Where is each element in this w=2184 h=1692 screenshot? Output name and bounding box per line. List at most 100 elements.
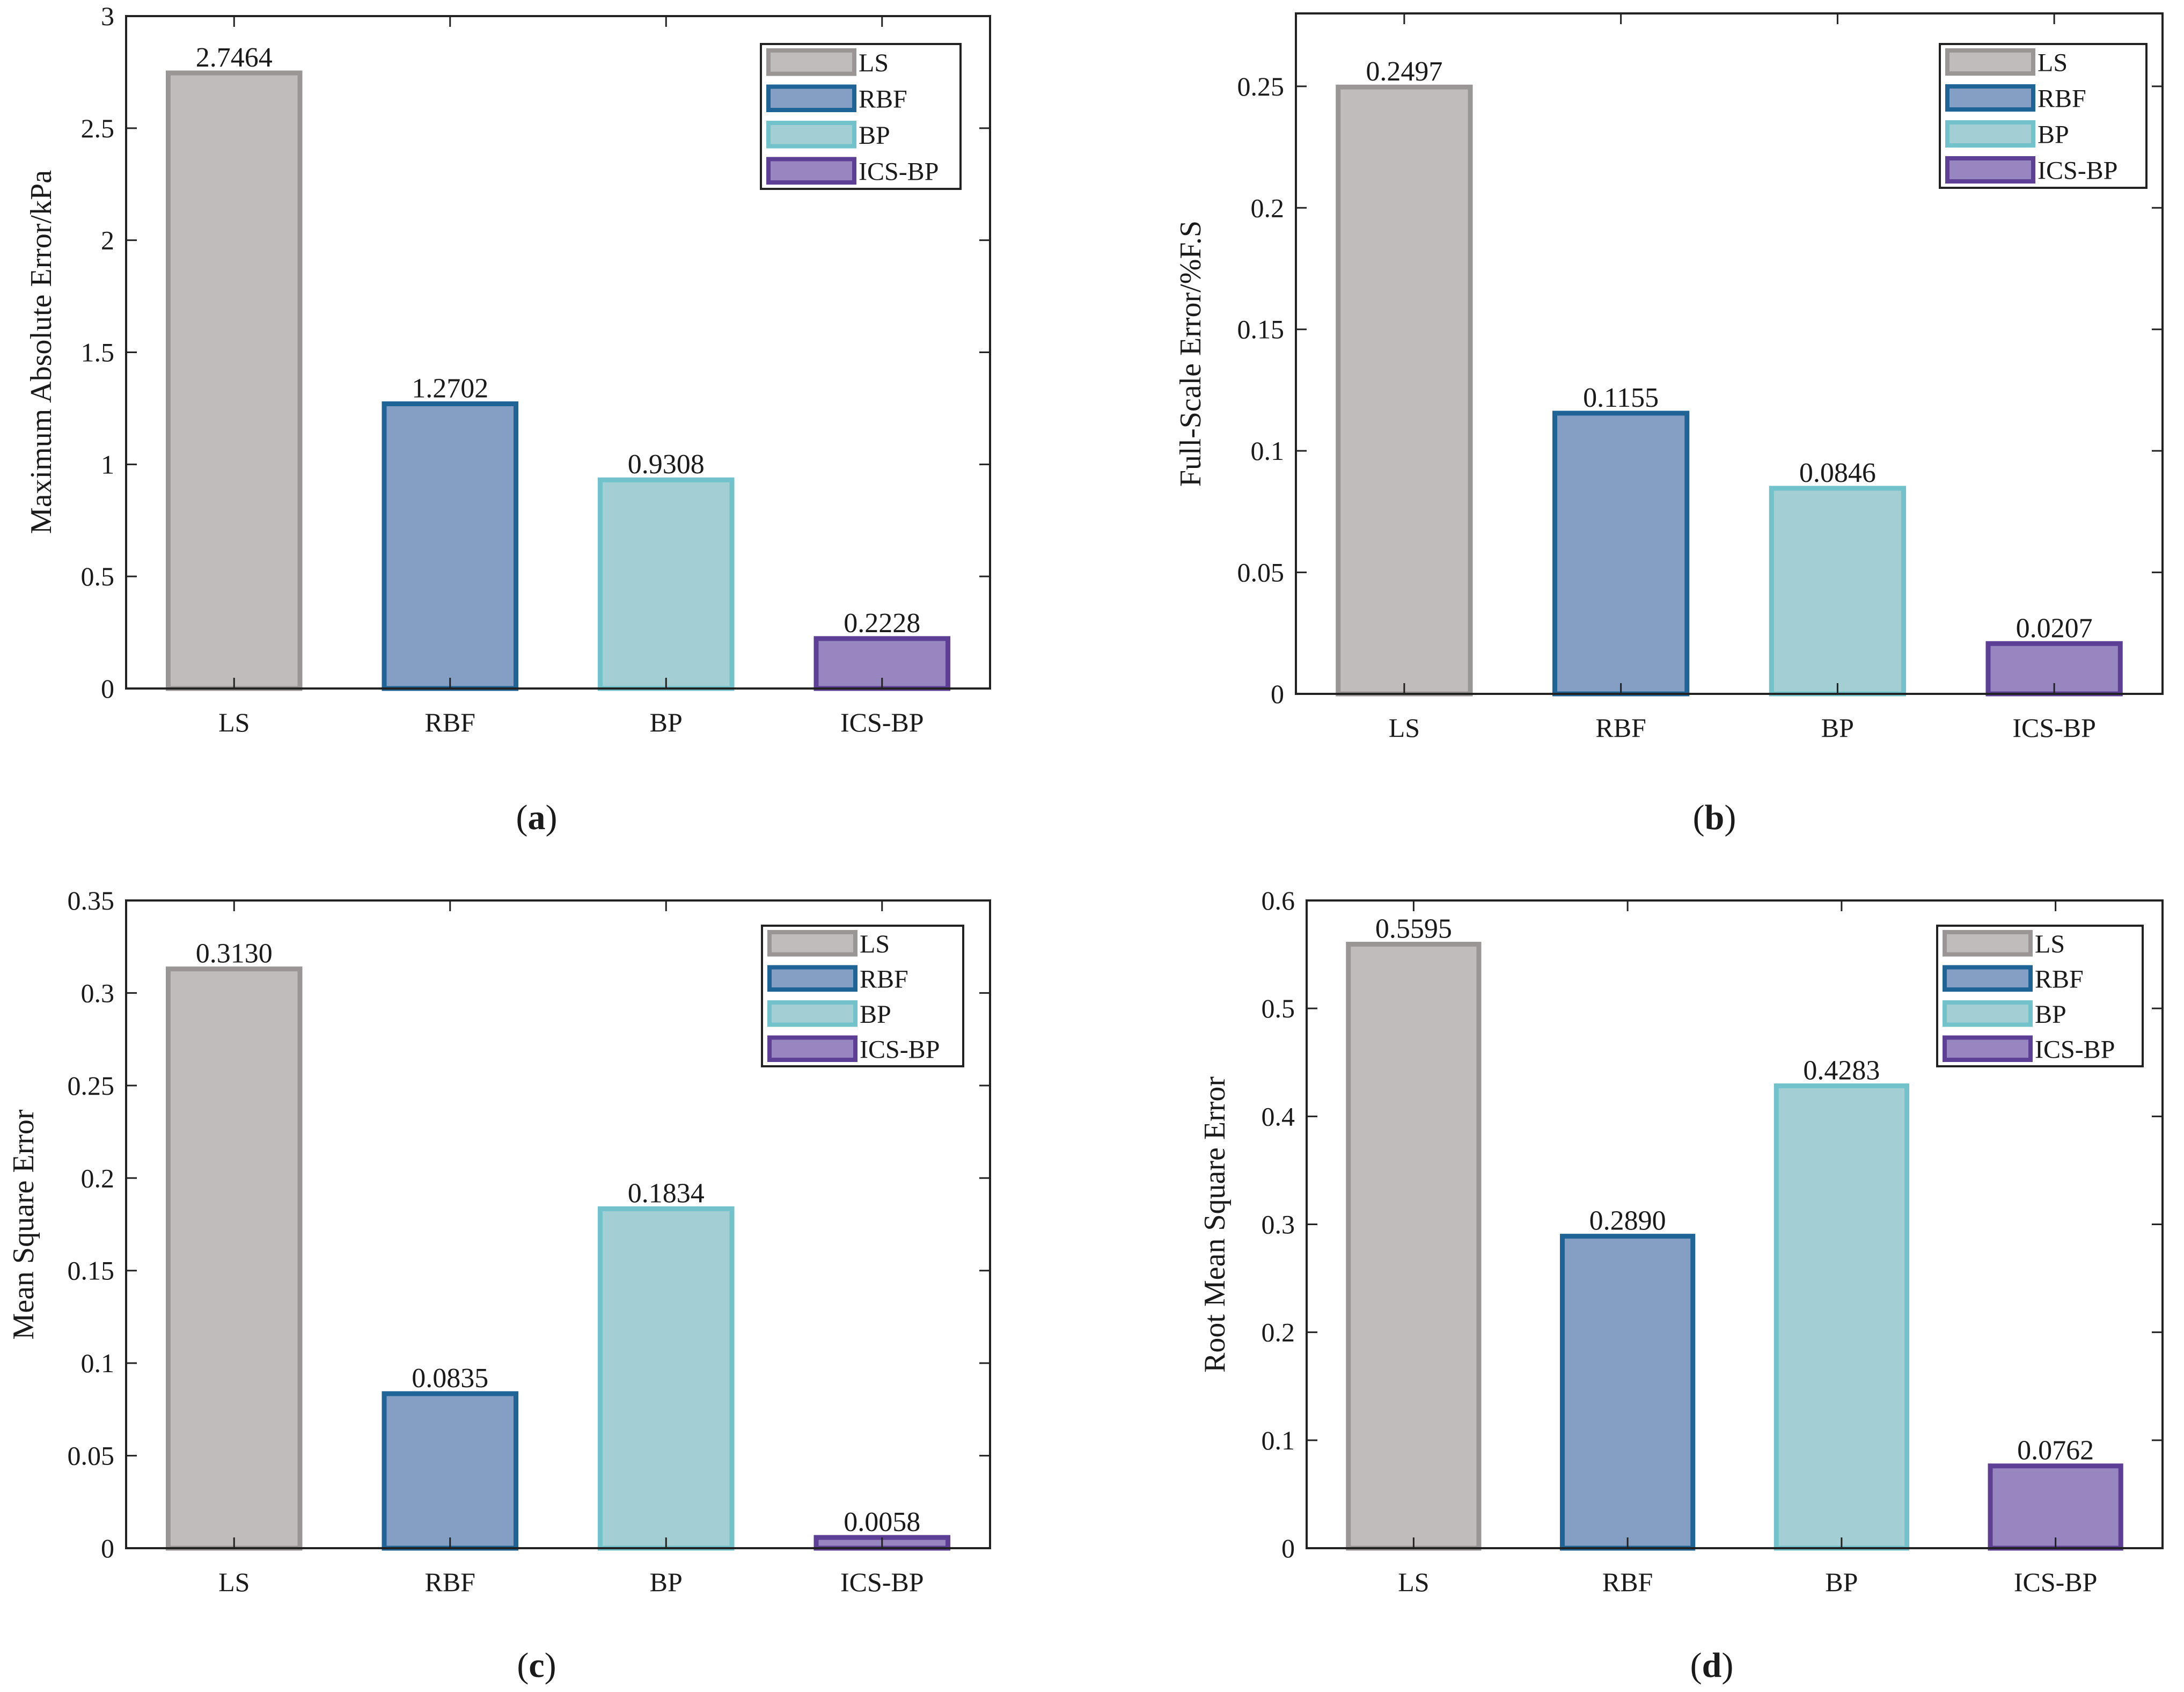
value-label-bp: 0.1834	[628, 1178, 705, 1209]
bar-bp	[1769, 486, 1907, 697]
legend-label-rbf: RBF	[859, 85, 907, 113]
y-tick-label: 0	[1281, 1533, 1295, 1563]
y-tick-label: 0.5	[81, 561, 115, 591]
y-tick-label: 3	[101, 1, 114, 31]
y-tick-label: 0.25	[1237, 71, 1285, 101]
value-label-ls: 0.2497	[1366, 56, 1442, 87]
x-tick-label-ls: LS	[1398, 1567, 1429, 1597]
value-label-rbf: 0.1155	[1583, 383, 1659, 413]
panel-caption: (b)	[1693, 798, 1736, 837]
bar-ls	[1346, 941, 1482, 1551]
legend-swatch-rbf	[766, 84, 856, 112]
caption-close: )	[1721, 1646, 1733, 1685]
y-tick-label: 0.3	[81, 978, 115, 1008]
legend: LS RBF BP ICS-BP	[1936, 925, 2144, 1067]
y-tick-label: 2	[101, 225, 114, 255]
value-label-rbf: 0.2890	[1589, 1206, 1666, 1236]
bar-rbf	[382, 401, 519, 691]
y-tick-label: 0.2	[1251, 193, 1285, 223]
legend-label-ls: LS	[2035, 930, 2065, 958]
y-tick-label: 1	[101, 449, 114, 479]
bar-bp	[597, 477, 735, 691]
legend-label-rbf: RBF	[860, 965, 908, 993]
y-tick-label: 0	[101, 1533, 114, 1563]
x-tick-label-bp: BP	[650, 1567, 683, 1597]
y-tick-label: 0.2	[81, 1163, 115, 1193]
bar-ics-bp	[1988, 1463, 2123, 1551]
bar-ls	[1336, 84, 1473, 697]
caption-open: (	[517, 1646, 529, 1685]
caption-close: )	[545, 1646, 556, 1685]
y-tick-label: 0.25	[68, 1071, 115, 1101]
y-tick-label: 0.1	[1262, 1425, 1295, 1455]
legend-swatch-bp	[1943, 1000, 2033, 1027]
legend-swatch-ics-bp	[767, 1035, 858, 1062]
caption-close: )	[1724, 798, 1736, 837]
legend-label-ics-bp: ICS-BP	[859, 157, 939, 186]
y-tick-label: 0.5	[1262, 993, 1295, 1023]
plot-area-frame	[1295, 12, 2164, 695]
y-tick-label: 0.15	[68, 1256, 115, 1286]
x-tick-label-bp: BP	[650, 707, 683, 737]
value-label-ls: 2.7464	[196, 42, 273, 73]
caption-close: )	[546, 798, 558, 837]
caption-open: (	[1690, 1646, 1702, 1685]
y-tick-label: 0.6	[1262, 885, 1295, 915]
legend-swatch-rbf	[767, 965, 858, 992]
x-tick-label-ls: LS	[1389, 713, 1420, 743]
legend-label-bp: BP	[2035, 1000, 2066, 1029]
value-label-bp: 0.4283	[1803, 1055, 1880, 1086]
legend-swatch-rbf	[1945, 84, 2035, 112]
y-tick-label: 0.05	[68, 1441, 115, 1471]
y-tick-label: 0.2	[1262, 1317, 1295, 1347]
value-label-ics-bp: 0.0207	[2016, 613, 2093, 643]
y-tick-label: 0.15	[1237, 314, 1285, 345]
x-tick-label-bp: BP	[1825, 1567, 1858, 1597]
legend-swatch-ls	[766, 48, 856, 76]
panel-caption: (a)	[516, 798, 558, 837]
x-tick-label-rbf: RBF	[424, 1567, 475, 1597]
legend-swatch-ls	[767, 930, 858, 957]
panel-caption: (c)	[517, 1646, 556, 1685]
bar-bp	[1773, 1083, 1909, 1551]
y-axis-title: Maximum Absolute Error/kPa	[25, 170, 58, 534]
chart-panel-b: 0.2497 LS 0.1155 RBF 0.0846 BP 0.0207 ICS-BP 0 0.…	[1174, 12, 2164, 837]
caption-letter: b	[1705, 798, 1725, 837]
value-label-ics-bp: 0.2228	[844, 608, 920, 639]
value-label-ls: 0.5595	[1375, 913, 1452, 944]
bar-rbf	[1560, 1234, 1696, 1551]
x-tick-label-rbf: RBF	[1602, 1567, 1653, 1597]
x-tick-label-ics-bp: ICS-BP	[2012, 713, 2096, 743]
y-tick-label: 0.05	[1237, 558, 1285, 588]
chart-panel-c: 0.3130 LS 0.0835 RBF 0.1834 BP 0.0058 ICS-BP 0 0.…	[7, 885, 991, 1685]
x-tick-label-rbf: RBF	[1595, 713, 1646, 743]
y-tick-label: 0.35	[68, 885, 115, 915]
legend-swatch-ics-bp	[1943, 1035, 2033, 1062]
x-tick-label-ics-bp: ICS-BP	[840, 1567, 924, 1597]
legend-swatch-rbf	[1943, 965, 2033, 992]
caption-letter: a	[528, 798, 546, 837]
caption-letter: c	[529, 1646, 544, 1685]
x-tick-label-ls: LS	[218, 1567, 250, 1597]
y-tick-label: 0.3	[1262, 1210, 1295, 1240]
value-label-ics-bp: 0.0762	[2017, 1435, 2094, 1466]
x-tick-label-bp: BP	[1821, 713, 1854, 743]
legend: LS RBF BP ICS-BP	[761, 925, 964, 1067]
legend-swatch-ls	[1945, 48, 2035, 76]
y-tick-label: 0.4	[1262, 1101, 1295, 1131]
value-label-rbf: 0.0835	[412, 1363, 488, 1394]
legend-label-ls: LS	[859, 49, 889, 77]
bar-ls	[165, 966, 303, 1551]
plot-area-frame	[1306, 899, 2164, 1549]
plot-area-frame	[125, 899, 991, 1549]
legend-label-ls: LS	[860, 930, 890, 958]
x-tick-label-rbf: RBF	[424, 707, 475, 737]
legend-swatch-ics-bp	[766, 157, 856, 185]
legend-label-bp: BP	[860, 1000, 891, 1029]
legend-label-rbf: RBF	[2035, 965, 2084, 993]
value-label-bp: 0.0846	[1799, 458, 1876, 488]
legend-swatch-bp	[1945, 120, 2035, 148]
bar-bp	[597, 1206, 735, 1551]
legend-label-ics-bp: ICS-BP	[2035, 1035, 2115, 1064]
